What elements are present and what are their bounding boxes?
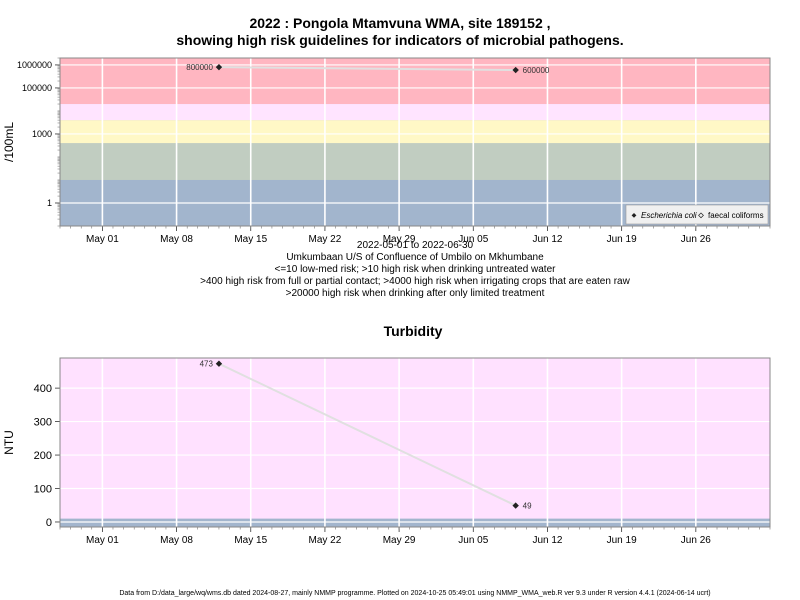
risk-caption-3: >20000 high risk when drinking after onl…	[285, 288, 545, 299]
data-label: 600000	[523, 66, 550, 75]
x-tick-label: Jun 19	[607, 234, 637, 245]
turbidity-chart: Turbidity May 01 May 08 May 15 May 22 May 29 J…	[2, 323, 771, 546]
data-point	[215, 360, 223, 367]
risk-band-0	[60, 518, 770, 527]
main-title-line-2: showing high risk guidelines for indicat…	[176, 32, 624, 48]
y-tick-label: 0	[46, 517, 52, 529]
x-tick-label: May 22	[309, 535, 342, 546]
y-tick-label: 1000000	[17, 60, 52, 70]
risk-band-3	[60, 104, 770, 121]
x-tick-label: Jun 05	[458, 535, 488, 546]
plot-frame	[59, 57, 771, 227]
legend-faecal-label: faecal coliforms	[708, 211, 764, 220]
x-tick-label: May 29	[383, 535, 416, 546]
series-line	[218, 66, 516, 72]
footer-note: Data from D:/data_large/wq/wms.db dated …	[119, 590, 711, 597]
y-tick-label: 400	[34, 383, 52, 395]
data-label: 800000	[186, 63, 213, 72]
turbidity-title: Turbidity	[384, 323, 443, 339]
data-label: 49	[523, 502, 532, 511]
y-axis-label: /100mL	[2, 122, 16, 162]
data-point	[512, 66, 519, 74]
x-tick-label: May 01	[86, 535, 119, 546]
risk-caption-2: >400 high risk from full or partial cont…	[200, 276, 630, 287]
data-label: 473	[200, 360, 214, 369]
y-axis-label: NTU	[2, 430, 16, 455]
y-tick-label: 300	[34, 417, 52, 429]
x-tick-label: May 08	[160, 535, 193, 546]
x-tick-label: Jun 26	[681, 535, 711, 546]
risk-band-1	[60, 143, 770, 180]
x-tick-label: Jun 19	[607, 535, 637, 546]
legend-box	[625, 204, 769, 225]
y-tick-label: 100	[34, 484, 52, 496]
x-tick-label: May 22	[309, 234, 342, 245]
x-tick-label: Jun 05	[458, 234, 488, 245]
x-tick-label: Jun 12	[532, 234, 562, 245]
main-title-line-1: 2022 : Pongola Mtamvuna WMA, site 189152…	[249, 15, 551, 31]
y-tick-label: 1	[47, 198, 52, 208]
legend-ecoli-marker	[631, 213, 637, 218]
y-tick-label: 100000	[22, 83, 52, 93]
risk-band-1	[60, 358, 770, 519]
risk-caption-1: <=10 low-med risk; >10 high risk when dr…	[274, 264, 556, 275]
series-line	[218, 362, 517, 507]
y-tick-label: 1000	[32, 129, 52, 139]
x-tick-label: May 08	[160, 234, 193, 245]
risk-band-2	[60, 120, 770, 144]
site-description-caption: Umkumbaan U/S of Confluence of Umbilo on…	[286, 252, 544, 263]
data-point	[512, 502, 519, 509]
x-tick-label: Jun 26	[681, 234, 711, 245]
x-tick-label: May 29	[383, 234, 416, 245]
microbial-chart: May 01 May 08 May 15 May 22 May 29 Jun 05 Jun …	[2, 57, 771, 245]
legend-ecoli-label: Escherichia coli	[641, 211, 697, 220]
risk-band-4	[60, 58, 770, 105]
legend-faecal-marker	[698, 212, 704, 219]
x-tick-label: Jun 12	[532, 535, 562, 546]
date-range-caption: 2022-05-01 to 2022-06-30	[356, 240, 474, 251]
x-tick-label: May 15	[234, 535, 267, 546]
y-tick-label: 200	[34, 450, 52, 462]
x-tick-label: May 15	[234, 234, 267, 245]
plot-frame	[59, 357, 771, 528]
data-point	[215, 63, 223, 71]
x-tick-label: May 01	[86, 234, 119, 245]
